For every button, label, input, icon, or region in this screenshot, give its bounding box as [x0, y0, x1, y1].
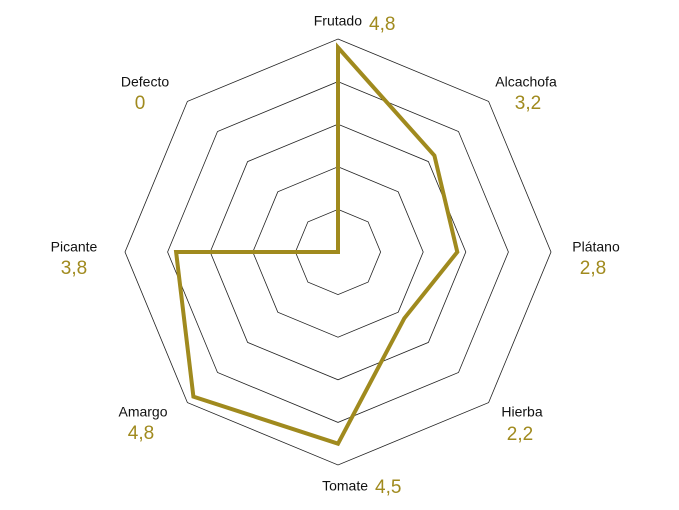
value-label: 3,8 [61, 258, 87, 279]
axis-label: Amargo [118, 404, 167, 420]
grid-ring [294, 208, 382, 296]
value-label: 4,8 [128, 423, 154, 444]
value-label: 4,5 [375, 477, 401, 498]
axis-label: Frutado [314, 13, 362, 29]
axis-label: Hierba [501, 404, 542, 420]
value-label: 2,2 [507, 424, 533, 445]
radar-line [173, 42, 460, 447]
axis-label: Alcachofa [495, 74, 557, 90]
grid-ring [167, 81, 509, 423]
axis-label: Plátano [572, 239, 620, 255]
value-label: 3,2 [515, 93, 541, 114]
value-label: 4,8 [369, 14, 395, 35]
value-label: 0 [135, 93, 146, 114]
grid-ring [252, 166, 424, 338]
grid-ring [209, 123, 467, 381]
grid-ring [124, 38, 552, 466]
axis-label: Tomate [322, 478, 368, 494]
axis-label: Defecto [121, 74, 169, 90]
axis-label: Picante [51, 239, 98, 255]
value-label: 2,8 [580, 258, 606, 279]
